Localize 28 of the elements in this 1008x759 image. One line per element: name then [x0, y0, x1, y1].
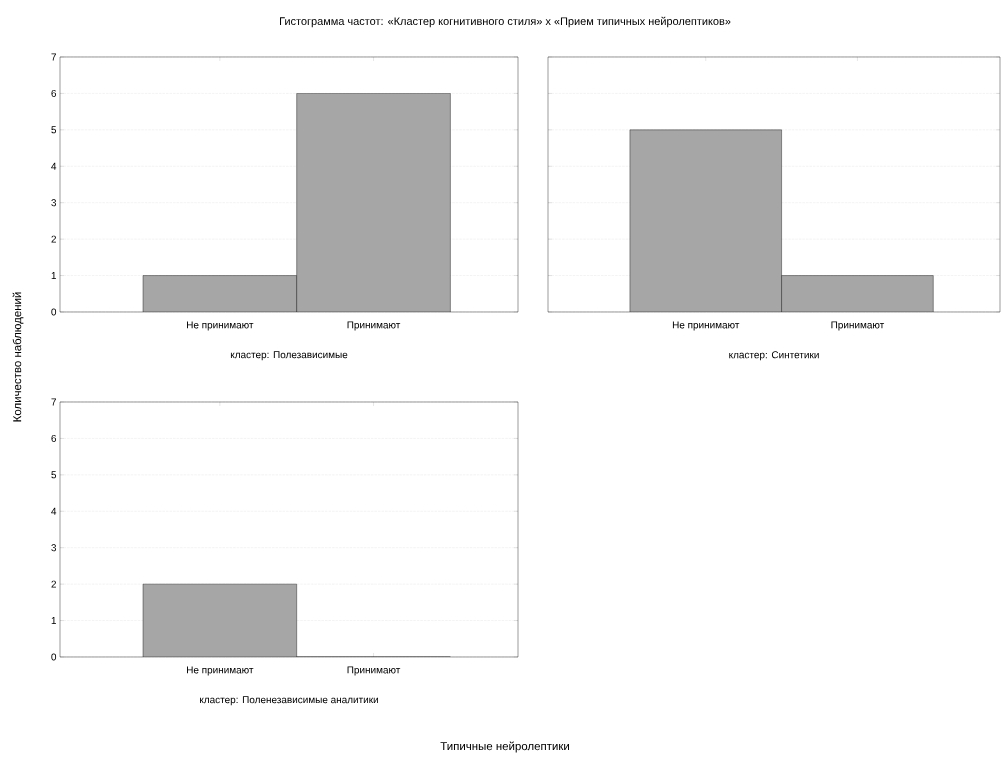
y-tick-label: 5: [51, 126, 57, 134]
y-tick-label: 0: [51, 653, 57, 661]
y-tick-label: 0: [51, 308, 57, 316]
chart-title: Гистограмма частот: «Кластер когнитивного стиля» x «Прием типичных нейролептиков»: [280, 16, 731, 28]
y-tick-label: 4: [51, 162, 57, 170]
y-tick-label: 3: [51, 199, 57, 207]
y-tick-label: 1: [51, 272, 57, 279]
y-tick-label: 7: [51, 53, 56, 61]
y-tick-label: 7: [51, 398, 56, 406]
x-tick-label: Не принимают: [187, 666, 254, 676]
x-axis-title: кластер: Полезависимые: [230, 351, 348, 361]
y-tick-label: 6: [51, 434, 57, 442]
y-tick-label: 6: [51, 89, 57, 97]
x-tick-label: Не принимают: [187, 321, 254, 331]
y-tick-label: 3: [51, 544, 57, 552]
y-tick-label: 5: [51, 471, 57, 479]
x-tick-label: Принимают: [347, 321, 401, 331]
text: Типичные нейролептики: [440, 741, 569, 753]
y-axis-title: Количество наблюдений: [12, 292, 24, 422]
x-tick-label: Не принимают: [672, 321, 740, 331]
x-tick-label: Принимают: [831, 321, 885, 331]
y-tick-label: 1: [51, 617, 57, 624]
x-axis-title: кластер: Поленезависимые аналитики: [200, 696, 378, 706]
y-tick-label: 2: [51, 580, 56, 588]
x-tick-label: Принимают: [347, 666, 401, 676]
y-tick-label: 2: [51, 235, 56, 243]
y-tick-label: 4: [51, 507, 57, 515]
x-axis-title: кластер: Синтетики: [729, 351, 819, 361]
